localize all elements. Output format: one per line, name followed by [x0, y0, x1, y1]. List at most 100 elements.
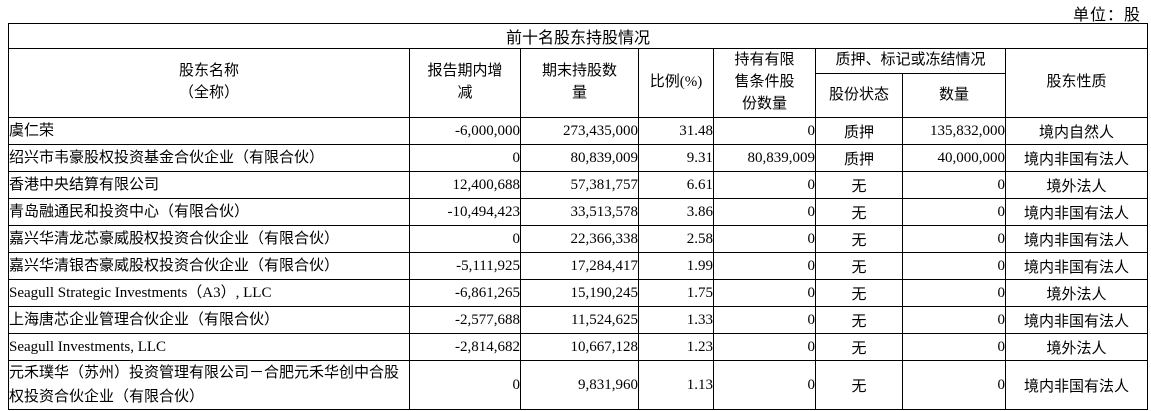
table-row: Seagull Strategic Investments（A3）, LLC -… [8, 279, 1149, 307]
shareholder-nature: 境内非国有法人 [1004, 252, 1149, 280]
pledge-amount: 0 [902, 333, 1006, 361]
pledge-status: 无 [815, 306, 903, 334]
table-row: 上海唐芯企业管理合伙企业（有限合伙） -2,577,688 11,524,625… [8, 306, 1149, 334]
change-in-period: 0 [409, 144, 521, 172]
change-in-period: -2,814,682 [409, 333, 521, 361]
pledge-amount: 0 [902, 171, 1006, 199]
unit-label: 单位：股 [1072, 7, 1141, 24]
shareholder-nature: 境外法人 [1004, 171, 1149, 199]
ratio-percent: 1.13 [638, 360, 714, 410]
restricted-shares: 0 [713, 279, 816, 307]
header-change-in-period: 报告期内增减 [409, 48, 521, 118]
change-in-period: -5,111,925 [409, 252, 521, 280]
pledge-amount: 40,000,000 [902, 144, 1006, 172]
pledge-amount: 0 [902, 306, 1006, 334]
shareholder-nature: 境内非国有法人 [1004, 225, 1149, 253]
table-subheader-row: 股份状态 数量 [9, 73, 1148, 118]
shares-at-end: 57,381,757 [520, 171, 639, 199]
pledge-status: 无 [815, 171, 903, 199]
header-restricted-shares: 持有有限售条件股份数量 [713, 48, 816, 118]
shareholder-nature: 境外法人 [1004, 279, 1149, 307]
ratio-percent: 1.23 [638, 333, 714, 361]
change-in-period: -6,861,265 [409, 279, 521, 307]
table-row: 绍兴市韦豪股权投资基金合伙企业（有限合伙） 0 80,839,009 9.31 … [8, 144, 1149, 172]
table-title: 前十名股东持股情况 [7, 23, 1149, 49]
pledge-status: 无 [815, 360, 903, 410]
shares-at-end: 15,190,245 [520, 279, 639, 307]
pledge-status: 无 [815, 279, 903, 307]
ratio-percent: 1.99 [638, 252, 714, 280]
shareholder-name: 虞仁荣 [8, 117, 410, 145]
shareholder-name: 青岛融通民和投资中心（有限合伙） [8, 198, 410, 226]
restricted-shares: 0 [713, 198, 816, 226]
shares-at-end: 17,284,417 [520, 252, 639, 280]
shareholder-name: 绍兴市韦豪股权投资基金合伙企业（有限合伙） [8, 144, 410, 172]
shares-at-end: 273,435,000 [520, 117, 639, 145]
table-header-row: 股东名称 （全称） 报告期内增减 期末持股数量 比例(%) 持有有限售条件股份数… [8, 48, 1149, 118]
restricted-shares: 0 [713, 252, 816, 280]
table-title-row: 前十名股东持股情况 [7, 23, 1149, 49]
change-in-period: -2,577,688 [409, 306, 521, 334]
pledge-status: 质押 [815, 144, 903, 172]
pledge-amount: 0 [902, 198, 1006, 226]
header-pledge-status: 股份状态 [815, 73, 903, 118]
pledge-status: 无 [815, 333, 903, 361]
pledge-amount: 0 [902, 225, 1006, 253]
ratio-percent: 6.61 [638, 171, 714, 199]
shareholder-name: 嘉兴华清龙芯豪威股权投资合伙企业（有限合伙） [8, 225, 410, 253]
shareholder-name: 元禾璞华（苏州）投资管理有限公司－合肥元禾华创中合股权投资合伙企业（有限合伙） [8, 360, 410, 410]
restricted-shares: 0 [713, 360, 816, 410]
table-row: Seagull Investments, LLC -2,814,682 10,6… [8, 333, 1149, 361]
ratio-percent: 1.33 [638, 306, 714, 334]
change-in-period: 12,400,688 [409, 171, 521, 199]
pledge-status: 无 [815, 225, 903, 253]
change-in-period: 0 [409, 360, 521, 410]
header-shareholder-name-line2: （全称） [178, 85, 239, 101]
table-row: 香港中央结算有限公司 12,400,688 57,381,757 6.61 0 … [8, 171, 1149, 199]
shareholders-table: 前十名股东持股情况 股东名称 （全称） 报告期内增减 期末持股数量 比例(%) … [7, 23, 1149, 410]
pledge-status: 质押 [815, 117, 903, 145]
header-shareholder-name: 股东名称 （全称） [8, 48, 410, 118]
header-ratio-percent: 比例(%) [638, 48, 714, 118]
pledge-status: 无 [815, 198, 903, 226]
table-row: 元禾璞华（苏州）投资管理有限公司－合肥元禾华创中合股权投资合伙企业（有限合伙） … [8, 360, 1149, 410]
ratio-percent: 1.75 [638, 279, 714, 307]
restricted-shares: 80,839,009 [713, 144, 816, 172]
pledge-amount: 135,832,000 [902, 117, 1006, 145]
restricted-shares: 0 [713, 117, 816, 145]
shares-at-end: 11,524,625 [520, 306, 639, 334]
change-in-period: 0 [409, 225, 521, 253]
shares-at-end: 22,366,338 [520, 225, 639, 253]
shareholder-nature: 境内非国有法人 [1004, 144, 1149, 172]
ratio-percent: 3.86 [638, 198, 714, 226]
restricted-shares: 0 [713, 306, 816, 334]
header-shares-at-end: 期末持股数量 [520, 48, 639, 118]
pledge-amount: 0 [902, 279, 1006, 307]
shares-at-end: 33,513,578 [520, 198, 639, 226]
shareholder-nature: 境外法人 [1004, 333, 1149, 361]
shares-at-end: 9,831,960 [520, 360, 639, 410]
shareholder-nature: 境内自然人 [1004, 117, 1149, 145]
shareholder-name: Seagull Strategic Investments（A3）, LLC [8, 279, 410, 307]
ratio-percent: 2.58 [638, 225, 714, 253]
pledge-amount: 0 [902, 252, 1006, 280]
table-row: 嘉兴华清龙芯豪威股权投资合伙企业（有限合伙） 0 22,366,338 2.58… [8, 225, 1149, 253]
table-row: 虞仁荣 -6,000,000 273,435,000 31.48 0 质押 13… [8, 117, 1149, 145]
change-in-period: -10,494,423 [409, 198, 521, 226]
change-in-period: -6,000,000 [409, 117, 521, 145]
shares-at-end: 80,839,009 [520, 144, 639, 172]
shareholder-name: 嘉兴华清银杏豪威股权投资合伙企业（有限合伙） [8, 252, 410, 280]
restricted-shares: 0 [713, 333, 816, 361]
shareholder-nature: 境内非国有法人 [1004, 198, 1149, 226]
restricted-shares: 0 [713, 225, 816, 253]
pledge-amount: 0 [902, 360, 1006, 410]
header-shareholder-name-line1: 股东名称 [178, 63, 239, 80]
shareholder-name: 香港中央结算有限公司 [8, 171, 410, 199]
table-row: 嘉兴华清银杏豪威股权投资合伙企业（有限合伙） -5,111,925 17,284… [8, 252, 1149, 280]
header-pledge-group: 质押、标记或冻结情况 [815, 48, 1006, 74]
ratio-percent: 9.31 [638, 144, 714, 172]
shareholder-nature: 境内非国有法人 [1004, 306, 1149, 334]
shareholder-nature: 境内非国有法人 [1004, 360, 1149, 410]
shares-at-end: 10,667,128 [520, 333, 639, 361]
